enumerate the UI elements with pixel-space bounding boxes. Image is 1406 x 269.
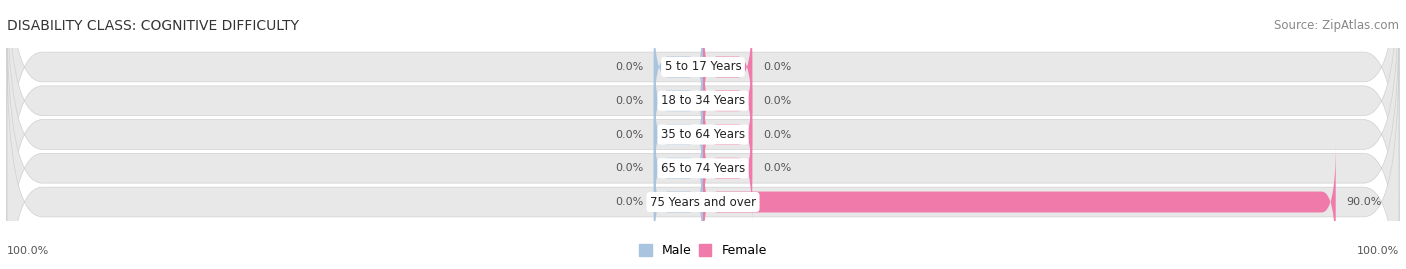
Text: 90.0%: 90.0% [1347,197,1382,207]
FancyBboxPatch shape [654,111,703,225]
Text: 18 to 34 Years: 18 to 34 Years [661,94,745,107]
Text: 0.0%: 0.0% [762,129,792,140]
FancyBboxPatch shape [703,10,752,124]
FancyBboxPatch shape [7,0,1399,255]
FancyBboxPatch shape [703,145,1336,259]
Text: 100.0%: 100.0% [7,246,49,256]
Text: 35 to 64 Years: 35 to 64 Years [661,128,745,141]
FancyBboxPatch shape [7,0,1399,269]
FancyBboxPatch shape [7,48,1399,269]
FancyBboxPatch shape [7,14,1399,269]
Text: 0.0%: 0.0% [614,197,644,207]
FancyBboxPatch shape [654,77,703,192]
Text: 0.0%: 0.0% [762,62,792,72]
FancyBboxPatch shape [703,77,752,192]
Text: 0.0%: 0.0% [762,163,792,173]
Text: DISABILITY CLASS: COGNITIVE DIFFICULTY: DISABILITY CLASS: COGNITIVE DIFFICULTY [7,19,299,33]
FancyBboxPatch shape [703,111,752,225]
Text: 0.0%: 0.0% [614,96,644,106]
FancyBboxPatch shape [654,44,703,158]
Text: 0.0%: 0.0% [614,129,644,140]
Text: 0.0%: 0.0% [762,96,792,106]
Text: Source: ZipAtlas.com: Source: ZipAtlas.com [1274,19,1399,32]
FancyBboxPatch shape [7,0,1399,221]
Text: 100.0%: 100.0% [1357,246,1399,256]
Text: 65 to 74 Years: 65 to 74 Years [661,162,745,175]
Legend: Male, Female: Male, Female [640,244,766,257]
Text: 5 to 17 Years: 5 to 17 Years [665,61,741,73]
FancyBboxPatch shape [654,145,703,259]
Text: 0.0%: 0.0% [614,163,644,173]
FancyBboxPatch shape [703,44,752,158]
FancyBboxPatch shape [654,10,703,124]
Text: 75 Years and over: 75 Years and over [650,196,756,208]
Text: 0.0%: 0.0% [614,62,644,72]
